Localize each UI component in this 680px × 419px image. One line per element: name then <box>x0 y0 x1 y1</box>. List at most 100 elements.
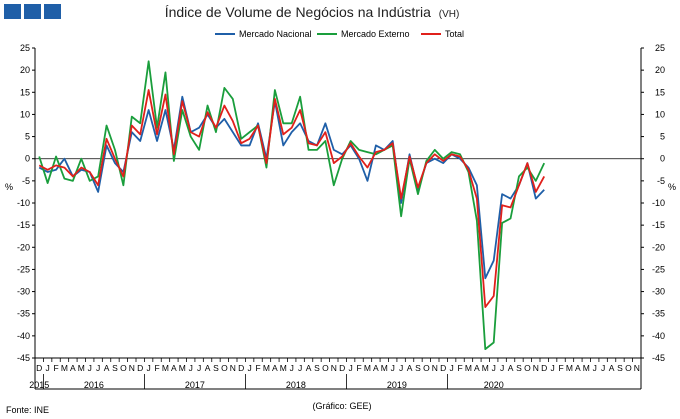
y-tick-label-left: 20 <box>20 65 30 75</box>
x-tick-label: J <box>298 363 302 373</box>
x-tick-label: N <box>432 363 438 373</box>
y-tick-label-right: 15 <box>655 87 665 97</box>
y-tick-label-right: -45 <box>652 353 665 363</box>
x-tick-label: J <box>450 363 454 373</box>
x-tick-label: S <box>213 363 219 373</box>
x-tick-label: M <box>583 363 590 373</box>
y-tick-label-right: -20 <box>652 242 665 252</box>
x-tick-label: M <box>364 363 371 373</box>
x-tick-label: A <box>609 363 615 373</box>
x-tick-label: S <box>415 363 421 373</box>
x-tick-label: J <box>492 363 496 373</box>
x-tick-label: A <box>474 363 480 373</box>
chart-title: Índice de Volume de Negócios na Indústri… <box>165 4 460 20</box>
x-tick-label: M <box>179 363 186 373</box>
x-tick-label: A <box>407 363 413 373</box>
x-tick-label: M <box>61 363 68 373</box>
x-tick-label: D <box>238 363 244 373</box>
y-tick-label-right: 0 <box>660 154 665 164</box>
y-tick-label-left: -20 <box>17 242 30 252</box>
x-tick-label: O <box>625 363 632 373</box>
credit-note: (Gráfico: GEE) <box>312 401 371 411</box>
x-tick-label: M <box>78 363 85 373</box>
y-tick-label-right: -25 <box>652 264 665 274</box>
y-tick-label-right: -35 <box>652 309 665 319</box>
x-tick-label: O <box>423 363 430 373</box>
x-tick-label: J <box>500 363 504 373</box>
year-label: 2017 <box>185 380 205 390</box>
y-tick-label-right: -10 <box>652 198 665 208</box>
x-tick-label: A <box>70 363 76 373</box>
y-tick-label-left: -10 <box>17 198 30 208</box>
x-tick-label: F <box>154 363 159 373</box>
x-tick-label: O <box>322 363 329 373</box>
x-tick-label: J <box>601 363 605 373</box>
x-tick-label: J <box>399 363 403 373</box>
y-tick-label-left: -45 <box>17 353 30 363</box>
x-tick-label: S <box>617 363 623 373</box>
x-tick-label: M <box>162 363 169 373</box>
x-tick-label: N <box>230 363 236 373</box>
source-note: Fonte: INE <box>6 405 49 415</box>
x-tick-label: S <box>314 363 320 373</box>
x-tick-label: J <box>189 363 193 373</box>
x-tick-label: O <box>524 363 531 373</box>
x-tick-label: J <box>391 363 395 373</box>
y-tick-label-right: 10 <box>655 109 665 119</box>
x-tick-label: F <box>53 363 58 373</box>
x-tick-label: O <box>221 363 228 373</box>
legend: Mercado Nacional Mercado Externo Total <box>215 29 464 39</box>
series-line-2 <box>38 60 546 351</box>
x-tick-label: J <box>96 363 100 373</box>
x-tick-label: D <box>137 363 143 373</box>
x-tick-label: J <box>593 363 597 373</box>
x-tick-label: J <box>290 363 294 373</box>
y-tick-label-left: 15 <box>20 87 30 97</box>
year-label: 2020 <box>484 380 504 390</box>
year-label: 2019 <box>387 380 407 390</box>
x-tick-label: D <box>440 363 446 373</box>
x-tick-label: F <box>356 363 361 373</box>
y-tick-label-right: -15 <box>652 220 665 230</box>
x-tick-label: M <box>465 363 472 373</box>
y-tick-label-left: 25 <box>20 43 30 53</box>
y-tick-label-right: -40 <box>652 331 665 341</box>
x-tick-label: J <box>349 363 353 373</box>
y-tick-label-right: -30 <box>652 287 665 297</box>
x-tick-label: A <box>575 363 581 373</box>
y-tick-label-left: -30 <box>17 287 30 297</box>
y-axis-label-right: % <box>668 182 676 192</box>
legend-entry: Mercado Externo <box>341 29 410 39</box>
x-tick-label: M <box>482 363 489 373</box>
y-tick-label-right: -5 <box>657 176 665 186</box>
x-tick-label: J <box>197 363 201 373</box>
x-tick-label: J <box>551 363 555 373</box>
x-tick-label: N <box>331 363 337 373</box>
x-tick-label: M <box>263 363 270 373</box>
x-tick-label: A <box>306 363 312 373</box>
x-tick-label: J <box>147 363 151 373</box>
x-tick-label: S <box>112 363 118 373</box>
legend-entry: Total <box>445 29 464 39</box>
x-tick-label: F <box>255 363 260 373</box>
y-tick-label-left: 10 <box>20 109 30 119</box>
x-tick-label: O <box>120 363 127 373</box>
y-axis-label-left: % <box>5 182 13 192</box>
y-tick-label-right: 5 <box>660 132 665 142</box>
x-tick-label: D <box>339 363 345 373</box>
y-tick-label-left: 0 <box>25 154 30 164</box>
x-tick-label: M <box>566 363 573 373</box>
y-tick-label-left: -40 <box>17 331 30 341</box>
x-tick-label: A <box>272 363 278 373</box>
y-tick-label-left: -5 <box>22 176 30 186</box>
x-tick-label: M <box>381 363 388 373</box>
x-tick-label: N <box>634 363 640 373</box>
x-tick-label: F <box>457 363 462 373</box>
x-tick-label: M <box>280 363 287 373</box>
year-label: 2016 <box>84 380 104 390</box>
year-label: 2018 <box>286 380 306 390</box>
x-tick-label: A <box>205 363 211 373</box>
y-tick-label-left: -25 <box>17 264 30 274</box>
